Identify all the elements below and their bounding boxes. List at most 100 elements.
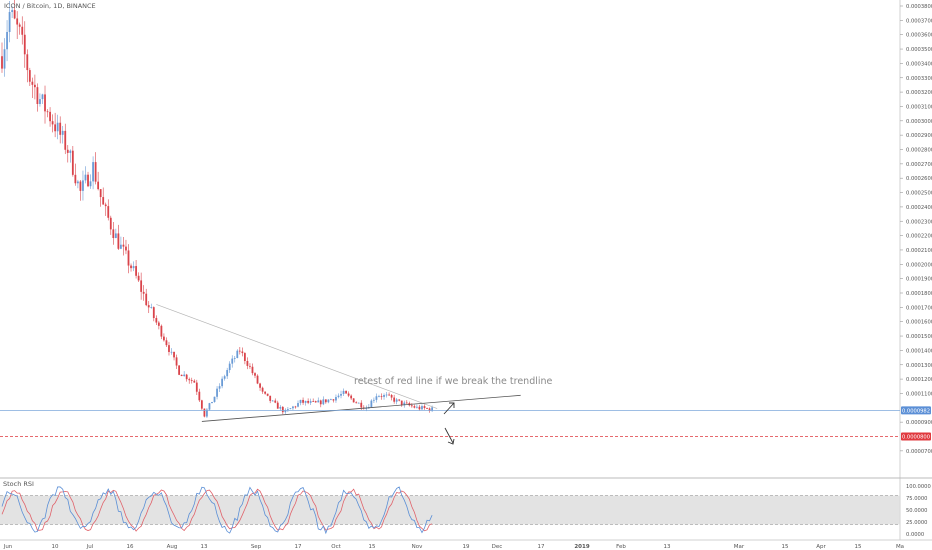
candle-body (332, 399, 335, 401)
time-axis[interactable]: Jun 10 Jul 16 Aug 13 Sep 17 Oct 15 Nov 19 Dec 17 2019 F… (3, 544, 904, 550)
candle-body (388, 394, 390, 396)
candlestick-series (1, 0, 433, 418)
candle-body (87, 174, 89, 187)
stoch-rsi-pane[interactable]: 100.0000 75.0000 50.0000 25.0000 0.0000 (0, 484, 931, 538)
candle-body (289, 408, 292, 410)
annotation-text[interactable]: retest of red line if we break the trend… (354, 376, 553, 387)
candle-body (327, 399, 330, 403)
candle-body (284, 409, 287, 413)
candle-body (152, 307, 155, 319)
candle-body (188, 379, 191, 381)
candle-body (403, 402, 406, 406)
candle-body (109, 217, 112, 230)
time-label: Sep (251, 544, 262, 550)
price-tick-label: 0.0001400 (906, 348, 932, 354)
candle-body (410, 405, 413, 407)
candle-body (41, 94, 44, 100)
price-tick-label: 0.0002300 (906, 219, 932, 225)
time-label: Nov (412, 544, 423, 550)
price-tick-label: 0.0003300 (906, 76, 932, 82)
candle-body (418, 406, 421, 410)
rsi-tick-label: 0.0000 (906, 532, 924, 538)
price-tick-label: 0.0001500 (906, 334, 932, 340)
price-tick-label: 0.0001200 (906, 377, 932, 383)
candle-body (269, 395, 272, 401)
candle-body (200, 400, 203, 409)
candle-body (312, 401, 315, 402)
current-price-badge: 0.0000982 (901, 406, 931, 415)
candle-body (373, 399, 375, 401)
candle-body (99, 189, 102, 198)
candle-body (428, 408, 431, 411)
price-tick-label: 0.0002000 (906, 262, 932, 268)
candle-body (292, 406, 294, 409)
candle-body (36, 87, 39, 104)
candle-body (355, 402, 358, 404)
candle-body (102, 197, 105, 205)
price-tick-label: 0.0003500 (906, 47, 932, 53)
trendline-descending[interactable] (156, 304, 438, 409)
candle-body (94, 162, 97, 182)
price-tick-label: 0.0003100 (906, 104, 932, 110)
time-label: 19 (463, 544, 470, 550)
candle-body (61, 130, 64, 135)
candle-body (28, 70, 31, 82)
candle-body (163, 336, 165, 341)
price-tick-label: 0.0001800 (906, 291, 932, 297)
price-tick-label: 0.0002900 (906, 133, 932, 139)
candle-body (421, 406, 423, 410)
rsi-tick-label: 75.0000 (906, 496, 927, 502)
rsi-title[interactable]: Stoch RSI (3, 480, 34, 488)
candle-body (208, 403, 211, 410)
candle-body (39, 99, 41, 104)
time-label: Feb (616, 544, 626, 550)
candle-body (157, 322, 160, 326)
candle-body (11, 10, 14, 13)
candle-body (107, 206, 110, 218)
time-label: 10 (52, 544, 59, 550)
candle-body (59, 122, 62, 135)
candle-body (1, 56, 3, 69)
time-label: 16 (127, 544, 134, 550)
candle-body (233, 357, 236, 359)
candle-body (218, 386, 221, 389)
candle-body (135, 266, 137, 276)
candle-body (228, 363, 231, 371)
candle-body (64, 130, 67, 150)
candle-body (223, 376, 226, 379)
candle-body (340, 393, 342, 396)
price-tick-label: 0.0002400 (906, 205, 932, 211)
candle-body (309, 401, 312, 403)
candle-body (431, 407, 433, 411)
candle-body (31, 81, 34, 85)
candle-body (375, 396, 378, 400)
trendline-ascending[interactable] (201, 394, 521, 422)
breakout-arrow-up-icon[interactable] (443, 402, 455, 415)
candle-body (413, 406, 416, 408)
candle-body (54, 124, 57, 132)
candle-body (6, 31, 8, 50)
time-label: Aug (167, 544, 178, 550)
time-label: Ma (896, 544, 904, 550)
time-label: Apr (816, 544, 826, 550)
candle-body (66, 149, 69, 153)
candle-body (142, 291, 145, 294)
time-label: 17 (538, 544, 545, 550)
trendlines[interactable] (156, 304, 521, 422)
candle-body (347, 393, 350, 396)
price-axis[interactable]: 0.0003800 0.0003700 0.0003600 0.0003500 0.00… (900, 4, 932, 455)
time-label: 17 (295, 544, 302, 550)
symbol-title[interactable]: ICON / Bitcoin, 1D, BINANCE (4, 2, 96, 10)
breakdown-arrow-down-icon[interactable] (444, 427, 455, 445)
candle-body (249, 365, 251, 367)
candle-body (370, 400, 373, 408)
candle-body (175, 357, 178, 366)
candle-body (120, 244, 122, 249)
candle-body (276, 402, 279, 409)
time-label: Jul (86, 544, 94, 550)
candle-body (51, 121, 54, 125)
candle-body (74, 174, 77, 184)
candle-body (150, 307, 153, 308)
candle-body (294, 406, 297, 408)
